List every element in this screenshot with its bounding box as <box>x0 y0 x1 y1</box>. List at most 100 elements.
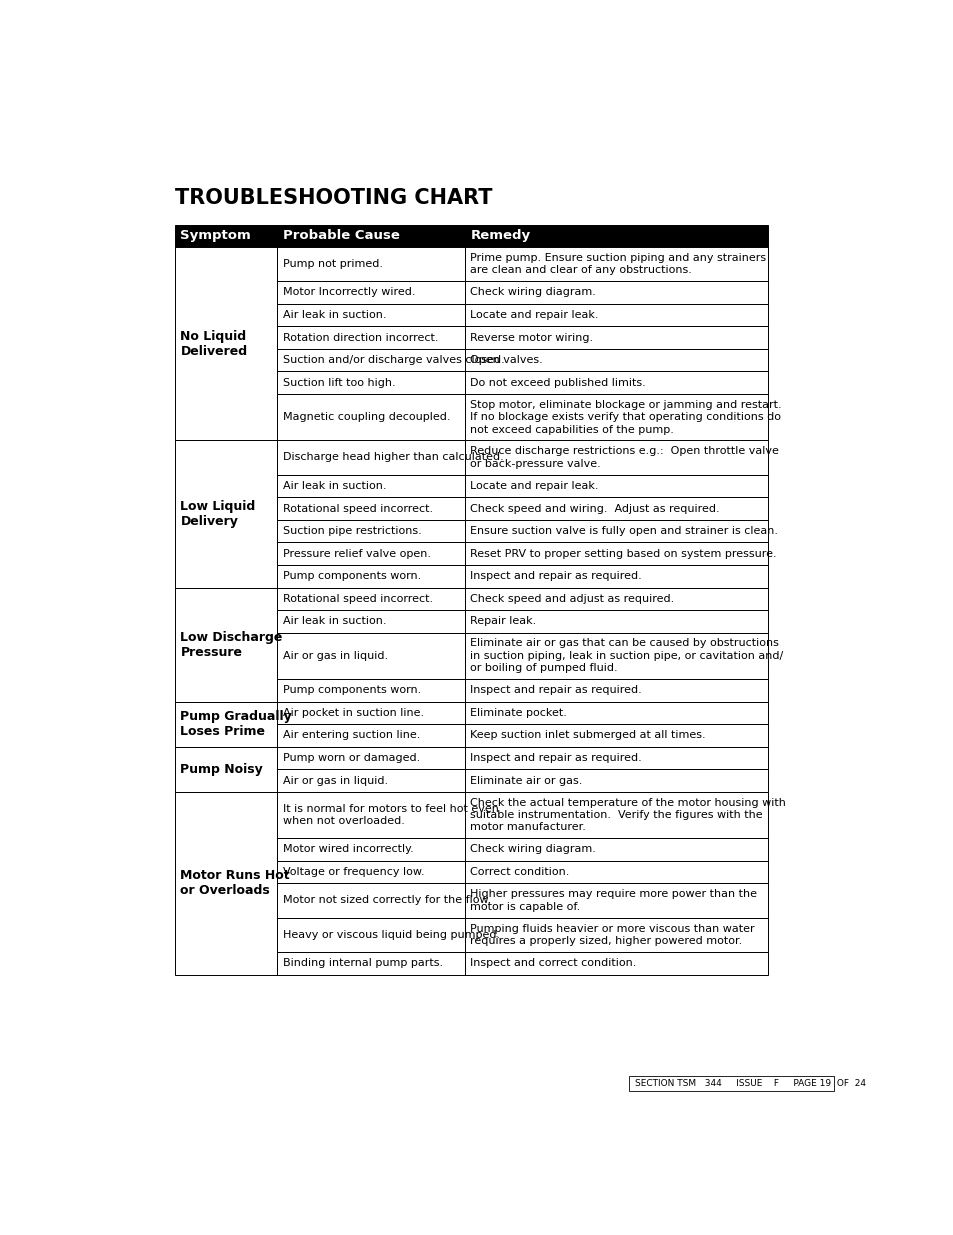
Text: Motor Incorrectly wired.: Motor Incorrectly wired. <box>282 288 415 298</box>
Text: Inspect and repair as required.: Inspect and repair as required. <box>470 685 641 695</box>
Bar <box>277 679 464 701</box>
Bar <box>464 861 767 883</box>
Bar <box>464 918 767 952</box>
Text: Low Discharge
Pressure: Low Discharge Pressure <box>180 631 282 658</box>
Text: Check wiring diagram.: Check wiring diagram. <box>470 845 596 855</box>
Bar <box>464 394 767 441</box>
Text: Probable Cause: Probable Cause <box>282 230 399 242</box>
Text: Locate and repair leak.: Locate and repair leak. <box>470 310 598 320</box>
Text: Check the actual temperature of the motor housing with
suitable instrumentation.: Check the actual temperature of the moto… <box>470 798 785 832</box>
Text: Air entering suction line.: Air entering suction line. <box>282 730 419 741</box>
Text: Remedy: Remedy <box>470 230 530 242</box>
Bar <box>464 247 767 282</box>
Bar <box>174 441 277 588</box>
Bar <box>277 724 464 747</box>
Text: TROUBLESHOOTING CHART: TROUBLESHOOTING CHART <box>174 188 492 209</box>
Text: Reset PRV to proper setting based on system pressure.: Reset PRV to proper setting based on sys… <box>470 548 776 558</box>
Text: Air or gas in liquid.: Air or gas in liquid. <box>282 776 387 785</box>
Bar <box>464 952 767 974</box>
Text: Prime pump. Ensure suction piping and any strainers
are clean and clear of any o: Prime pump. Ensure suction piping and an… <box>470 253 765 275</box>
Text: SECTION TSM   344     ISSUE    F     PAGE 19  OF  24: SECTION TSM 344 ISSUE F PAGE 19 OF 24 <box>635 1079 865 1088</box>
Bar <box>277 861 464 883</box>
Bar <box>277 747 464 769</box>
Bar <box>277 918 464 952</box>
Bar <box>174 792 277 974</box>
Text: Binding internal pump parts.: Binding internal pump parts. <box>282 958 442 968</box>
Bar <box>464 792 767 839</box>
Text: Motor wired incorrectly.: Motor wired incorrectly. <box>282 845 413 855</box>
Bar <box>277 566 464 588</box>
Text: Reduce discharge restrictions e.g.:  Open throttle valve
or back-pressure valve.: Reduce discharge restrictions e.g.: Open… <box>470 446 779 469</box>
Text: Stop motor, eliminate blockage or jamming and restart.
If no blockage exists ver: Stop motor, eliminate blockage or jammin… <box>470 400 781 435</box>
Text: Higher pressures may require more power than the
motor is capable of.: Higher pressures may require more power … <box>470 889 757 911</box>
Bar <box>464 632 767 679</box>
Bar <box>464 679 767 701</box>
Text: Inspect and repair as required.: Inspect and repair as required. <box>470 753 641 763</box>
Bar <box>464 724 767 747</box>
Bar <box>277 769 464 792</box>
Text: Pump components worn.: Pump components worn. <box>282 685 420 695</box>
Bar <box>174 701 277 747</box>
Bar <box>464 610 767 632</box>
Bar <box>277 498 464 520</box>
Bar <box>277 247 464 282</box>
Text: Heavy or viscous liquid being pumped.: Heavy or viscous liquid being pumped. <box>282 930 499 940</box>
Text: Do not exceed published limits.: Do not exceed published limits. <box>470 378 645 388</box>
Bar <box>277 282 464 304</box>
Text: It is normal for motors to feel hot even
when not overloaded.: It is normal for motors to feel hot even… <box>282 804 497 826</box>
Bar <box>174 588 277 701</box>
Text: Pump Gradually
Loses Prime: Pump Gradually Loses Prime <box>180 710 292 739</box>
Text: Air leak in suction.: Air leak in suction. <box>282 310 386 320</box>
Bar <box>277 883 464 918</box>
Bar <box>277 701 464 724</box>
Text: No Liquid
Delivered: No Liquid Delivered <box>180 330 248 357</box>
Text: Symptom: Symptom <box>180 230 251 242</box>
Bar <box>464 769 767 792</box>
Bar <box>277 632 464 679</box>
Bar <box>277 441 464 474</box>
Bar <box>277 520 464 542</box>
Text: Motor not sized correctly for the flow.: Motor not sized correctly for the flow. <box>282 895 490 905</box>
Text: Open valves.: Open valves. <box>470 356 542 366</box>
Bar <box>464 747 767 769</box>
Text: Ensure suction valve is fully open and strainer is clean.: Ensure suction valve is fully open and s… <box>470 526 778 536</box>
Bar <box>277 792 464 839</box>
Text: Pumping fluids heavier or more viscous than water
requires a properly sized, hig: Pumping fluids heavier or more viscous t… <box>470 924 754 946</box>
Text: Inspect and correct condition.: Inspect and correct condition. <box>470 958 636 968</box>
Bar <box>174 747 277 792</box>
Bar <box>174 247 277 441</box>
Bar <box>464 839 767 861</box>
Bar <box>464 498 767 520</box>
Text: Discharge head higher than calculated.: Discharge head higher than calculated. <box>282 452 503 462</box>
Text: Pump components worn.: Pump components worn. <box>282 572 420 582</box>
Text: Eliminate air or gas that can be caused by obstructions
in suction piping, leak : Eliminate air or gas that can be caused … <box>470 638 782 673</box>
Text: Rotation direction incorrect.: Rotation direction incorrect. <box>282 332 437 342</box>
Text: Suction pipe restrictions.: Suction pipe restrictions. <box>282 526 421 536</box>
Bar <box>277 952 464 974</box>
Bar <box>464 520 767 542</box>
Text: Locate and repair leak.: Locate and repair leak. <box>470 480 598 492</box>
Text: Pump not primed.: Pump not primed. <box>282 259 382 269</box>
Bar <box>277 225 464 247</box>
Bar <box>464 441 767 474</box>
Bar <box>277 588 464 610</box>
Bar <box>277 372 464 394</box>
Text: Eliminate pocket.: Eliminate pocket. <box>470 708 567 718</box>
Text: Magnetic coupling decoupled.: Magnetic coupling decoupled. <box>282 412 450 422</box>
Bar <box>277 350 464 372</box>
Bar <box>277 610 464 632</box>
Bar <box>464 225 767 247</box>
Bar <box>277 839 464 861</box>
Text: Keep suction inlet submerged at all times.: Keep suction inlet submerged at all time… <box>470 730 705 741</box>
Bar <box>464 542 767 566</box>
Text: Inspect and repair as required.: Inspect and repair as required. <box>470 572 641 582</box>
Text: Air leak in suction.: Air leak in suction. <box>282 480 386 492</box>
Bar <box>629 1076 833 1092</box>
Bar <box>464 282 767 304</box>
Bar <box>464 326 767 350</box>
Text: Rotational speed incorrect.: Rotational speed incorrect. <box>282 594 433 604</box>
Text: Voltage or frequency low.: Voltage or frequency low. <box>282 867 424 877</box>
Text: Repair leak.: Repair leak. <box>470 616 536 626</box>
Text: Pump worn or damaged.: Pump worn or damaged. <box>282 753 419 763</box>
Bar <box>464 474 767 498</box>
